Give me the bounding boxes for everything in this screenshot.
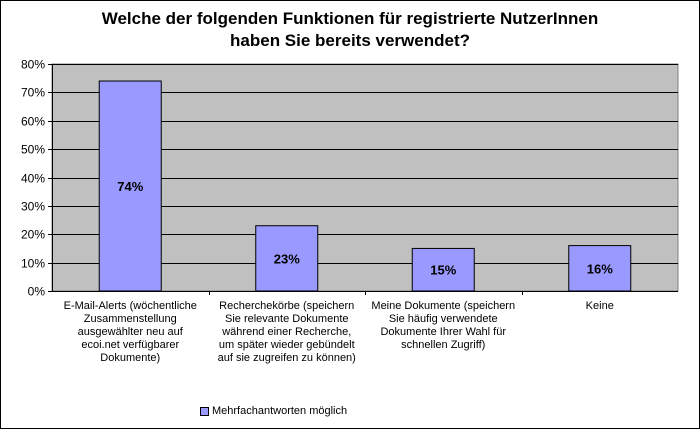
y-tick-label: 70% — [21, 86, 45, 100]
category-label-line: Sie häufig verwendete — [388, 313, 498, 325]
bar-value-label: 74% — [117, 179, 143, 194]
category-label: E-Mail-Alerts (wöchentliche Zusammenstell… — [50, 300, 210, 365]
y-tick-label: 30% — [21, 200, 45, 214]
category-label-line: auf sie zugreifen zu können) — [217, 352, 356, 364]
chart-title: Welche der folgenden Funktionen für regi… — [0, 8, 700, 52]
bar — [255, 225, 319, 292]
legend-swatch — [200, 406, 209, 416]
category-label-line: Zusammenstellung — [83, 313, 177, 325]
category-label-line: ecoi.net verfügbarer — [81, 339, 180, 351]
legend: Mehrfachantworten möglich — [200, 405, 347, 417]
category-label: Keine — [520, 300, 680, 313]
category-label: Meine Dokumente (speichern Sie häufig ver… — [363, 300, 523, 352]
y-tick-label: 10% — [21, 257, 45, 271]
bar-value-label: 23% — [274, 251, 300, 266]
y-tick-label: 40% — [21, 172, 45, 186]
bar — [568, 245, 632, 292]
bar — [98, 80, 162, 292]
category-label-line: Dokumente) — [100, 352, 161, 364]
bar-value-label: 15% — [430, 263, 456, 278]
y-tick-label: 20% — [21, 228, 45, 242]
category-label-line: schnellen Zugriff) — [401, 339, 486, 351]
category-label-line: Keine — [585, 300, 614, 312]
y-tick-label: 50% — [21, 143, 45, 157]
chart-title-line-2: haben Sie bereits verwendet? — [230, 31, 470, 50]
category-label-line: Sie relevante Dokumente — [224, 313, 349, 325]
category-label-line: Meine Dokumente (speichern — [371, 300, 516, 312]
y-tick-label: 60% — [21, 115, 45, 129]
category-label-line: Recherchekörbe (speichern — [219, 300, 355, 312]
category-label-line: um später wieder gebündelt — [218, 339, 355, 351]
bar — [411, 247, 475, 292]
category-label-line: während einer Recherche, — [222, 326, 352, 338]
legend-label: Mehrfachantworten möglich — [212, 405, 348, 417]
category-label-line: E-Mail-Alerts (wöchentliche — [63, 300, 197, 312]
y-tick-label: 80% — [21, 58, 45, 72]
category-label: Recherchekörbe (speichern Sie relevante D… — [207, 300, 367, 365]
chart-title-line-1: Welche der folgenden Funktionen für regi… — [101, 9, 599, 28]
category-label-line: ausgewählter neu auf — [77, 326, 183, 338]
category-label-line: Dokumente Ihrer Wahl für — [380, 326, 507, 338]
y-tick-label: 0% — [28, 285, 46, 299]
bar-value-label: 16% — [587, 261, 613, 276]
